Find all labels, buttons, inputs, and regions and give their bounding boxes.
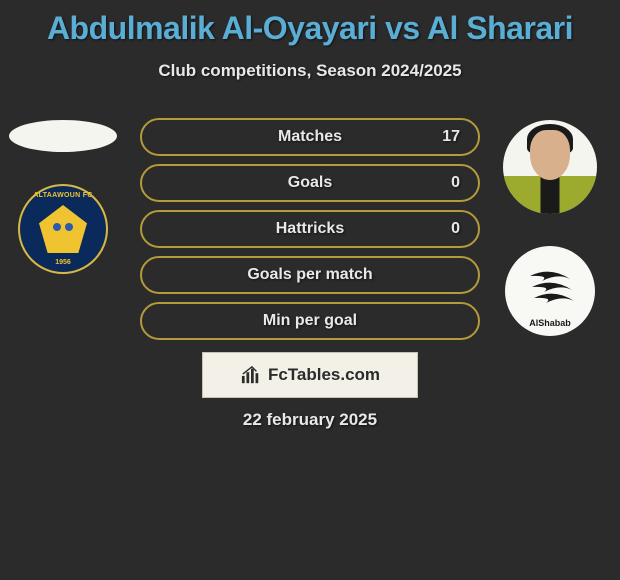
player-left-avatar-placeholder	[9, 120, 117, 152]
footer-brand-box[interactable]: FcTables.com	[202, 352, 418, 398]
footer-brand-text: FcTables.com	[268, 365, 380, 385]
stats-list: Matches 17 Goals 0 Hattricks 0 Goals per…	[140, 118, 480, 348]
club-left-label: ALTAAWOUN FC	[20, 192, 106, 199]
stat-row-goals-per-match: Goals per match	[140, 256, 480, 294]
right-column: AlShabab	[500, 120, 600, 336]
bar-chart-icon	[240, 365, 262, 385]
subtitle: Club competitions, Season 2024/2025	[0, 61, 620, 81]
left-column: ALTAAWOUN FC 1956	[8, 120, 118, 274]
club-left-logo-shape	[39, 205, 87, 253]
stat-value-right: 0	[451, 174, 460, 192]
page-title: Abdulmalik Al-Oyayari vs Al Sharari	[0, 0, 620, 47]
player-right-avatar	[503, 120, 597, 214]
club-right-label: AlShabab	[505, 318, 595, 328]
stat-label: Goals per match	[247, 266, 372, 284]
stat-label: Hattricks	[276, 220, 344, 238]
stat-label: Goals	[288, 174, 332, 192]
stat-value-right: 17	[442, 128, 460, 146]
stat-label: Matches	[278, 128, 342, 146]
club-left-badge: ALTAAWOUN FC 1956	[18, 184, 108, 274]
stat-label: Min per goal	[263, 312, 357, 330]
club-right-badge: AlShabab	[505, 246, 595, 336]
club-left-year: 1956	[20, 259, 106, 266]
stat-row-goals: Goals 0	[140, 164, 480, 202]
comparison-date: 22 february 2025	[0, 410, 620, 430]
stat-row-hattricks: Hattricks 0	[140, 210, 480, 248]
stat-value-right: 0	[451, 220, 460, 238]
club-right-logo-shape	[520, 261, 580, 321]
stat-row-matches: Matches 17	[140, 118, 480, 156]
stat-row-min-per-goal: Min per goal	[140, 302, 480, 340]
